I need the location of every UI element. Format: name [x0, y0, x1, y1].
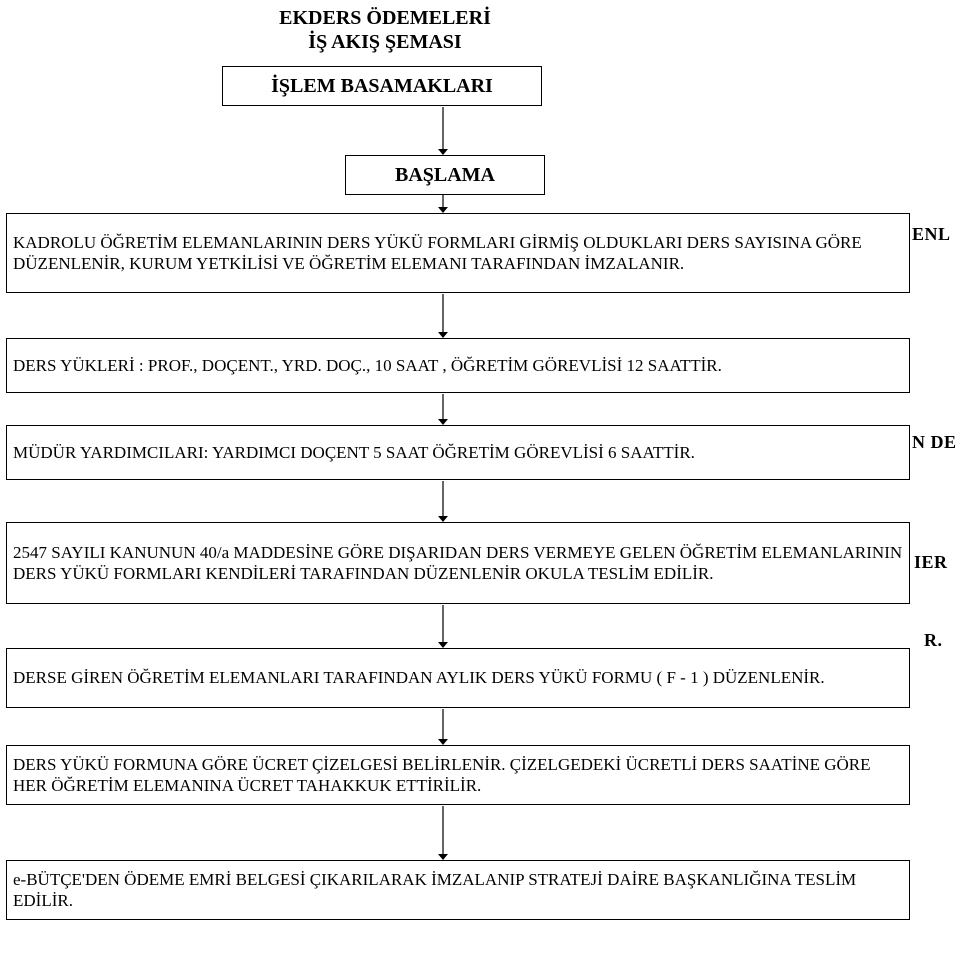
- connector-1: [437, 195, 449, 213]
- edge-artifact-1: N DE: [912, 432, 957, 453]
- flow-node-p4: 2547 SAYILI KANUNUN 40/a MADDESİNE GÖRE …: [6, 522, 910, 604]
- flow-node-label: e-BÜTÇE'DEN ÖDEME EMRİ BELGESİ ÇIKARILAR…: [13, 869, 903, 912]
- edge-artifact-0: ENL: [912, 224, 951, 245]
- diagram-title: EKDERS ÖDEMELERİ İŞ AKIŞ ŞEMASI: [195, 6, 575, 54]
- connector-5: [437, 605, 449, 648]
- flow-node-label: BAŞLAMA: [395, 163, 495, 188]
- edge-artifact-2: IER: [914, 552, 948, 573]
- flow-node-label: DERS YÜKLERİ : PROF., DOÇENT., YRD. DOÇ.…: [13, 355, 722, 376]
- flow-node-p2: DERS YÜKLERİ : PROF., DOÇENT., YRD. DOÇ.…: [6, 338, 910, 393]
- connector-2: [437, 294, 449, 338]
- connector-3: [437, 394, 449, 425]
- flow-node-label: DERS YÜKÜ FORMUNA GÖRE ÜCRET ÇİZELGESİ B…: [13, 754, 903, 797]
- connector-7: [437, 806, 449, 860]
- flow-node-label: KADROLU ÖĞRETİM ELEMANLARININ DERS YÜKÜ …: [13, 232, 903, 275]
- title-line-1: EKDERS ÖDEMELERİ: [195, 6, 575, 30]
- flow-node-label: DERSE GİREN ÖĞRETİM ELEMANLARI TARAFINDA…: [13, 667, 825, 688]
- connector-0: [437, 107, 449, 155]
- edge-artifact-3: R.: [924, 630, 943, 651]
- flow-node-start: BAŞLAMA: [345, 155, 545, 195]
- flow-node-p6: DERS YÜKÜ FORMUNA GÖRE ÜCRET ÇİZELGESİ B…: [6, 745, 910, 805]
- connector-4: [437, 481, 449, 522]
- connector-6: [437, 709, 449, 745]
- flow-node-label: 2547 SAYILI KANUNUN 40/a MADDESİNE GÖRE …: [13, 542, 903, 585]
- flow-node-p3: MÜDÜR YARDIMCILARI: YARDIMCI DOÇENT 5 SA…: [6, 425, 910, 480]
- title-line-2: İŞ AKIŞ ŞEMASI: [195, 30, 575, 54]
- flow-node-p1: KADROLU ÖĞRETİM ELEMANLARININ DERS YÜKÜ …: [6, 213, 910, 293]
- flow-node-header: İŞLEM BASAMAKLARI: [222, 66, 542, 106]
- flow-node-p7: e-BÜTÇE'DEN ÖDEME EMRİ BELGESİ ÇIKARILAR…: [6, 860, 910, 920]
- flow-node-label: MÜDÜR YARDIMCILARI: YARDIMCI DOÇENT 5 SA…: [13, 442, 695, 463]
- flow-node-label: İŞLEM BASAMAKLARI: [271, 74, 493, 99]
- flow-node-p5: DERSE GİREN ÖĞRETİM ELEMANLARI TARAFINDA…: [6, 648, 910, 708]
